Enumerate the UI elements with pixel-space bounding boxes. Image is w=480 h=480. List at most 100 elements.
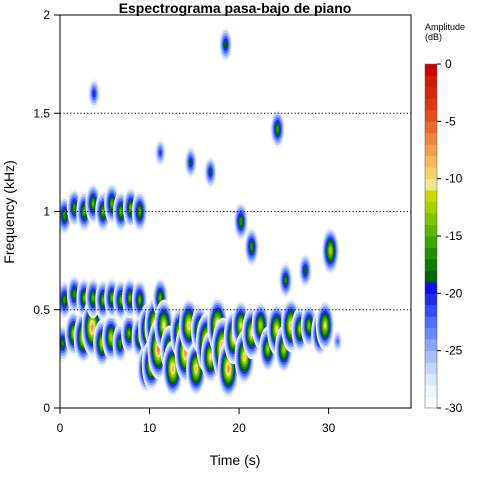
colorbar-swatch — [425, 396, 437, 409]
spectrogram-blob — [131, 191, 148, 232]
spectrogram-contour — [275, 325, 279, 334]
spectrogram-contour — [239, 217, 243, 226]
reference-lines — [60, 112, 411, 311]
spectrogram-blob — [217, 339, 239, 398]
spectrogram-contour — [189, 159, 192, 166]
colorbar-swatch — [425, 132, 437, 145]
spectrogram-contour — [72, 203, 76, 212]
spectrogram-contour — [110, 295, 113, 301]
y-axis: 0 0.5 1 1.5 2 — [33, 8, 60, 415]
colorbar-swatch — [425, 167, 437, 180]
spectrogram-contour — [119, 208, 122, 215]
colorbar-swatch — [425, 247, 437, 260]
spectrogram-blob — [88, 78, 100, 109]
x-tick-label: 20 — [232, 421, 246, 435]
spectrogram-contour — [92, 295, 95, 301]
colorbar-swatch — [425, 190, 437, 202]
spectrogram-contour — [266, 346, 269, 352]
spectrogram-blob — [244, 227, 260, 266]
spectrogram-contour — [102, 297, 104, 303]
spectrogram-contour — [209, 169, 212, 175]
spectrogram-contour — [224, 40, 228, 49]
colorbar-tick-label: -20 — [445, 286, 463, 300]
spectrogram-blob — [204, 156, 217, 188]
spectrogram-contour — [299, 326, 301, 332]
spectrogram-contour — [171, 365, 175, 373]
spectrogram-contour — [92, 89, 96, 98]
colorbar-swatch — [425, 270, 437, 283]
colorbar-swatch — [425, 155, 437, 168]
spectrogram-contour — [127, 330, 130, 336]
spectrogram-contour — [109, 333, 113, 341]
colorbar-tick-label: -30 — [445, 401, 463, 415]
colorbar-tick-label: 0 — [445, 57, 452, 71]
colorbar-swatch — [425, 121, 437, 134]
y-tick-label: 2 — [43, 8, 50, 22]
spectrogram-blob — [154, 139, 166, 167]
colorbar-title-line1: Amplitude — [425, 22, 465, 32]
colorbar-swatch — [425, 178, 437, 191]
colorbar-swatch — [425, 281, 437, 294]
x-axis: 0 10 20 30 — [57, 408, 336, 435]
spectrogram-contour — [243, 354, 246, 360]
spectrogram-contour — [282, 345, 286, 353]
spectrogram-contour — [91, 325, 94, 330]
colorbar-swatch — [425, 86, 437, 99]
spectrogram-blob — [321, 227, 340, 275]
spectrogram-contour — [290, 323, 292, 328]
spectrogram-contour — [336, 338, 339, 345]
spectrogram-blob — [154, 299, 174, 352]
colorbar-swatch — [425, 75, 437, 88]
colorbar: 0 -5 -10 -15 -20 -25 -30 — [424, 57, 463, 415]
spectrogram-contour — [324, 323, 326, 328]
spectrogram-contour — [259, 321, 262, 330]
colorbar-swatch — [425, 201, 437, 214]
colorbar-title-line2: (dB) — [425, 32, 442, 42]
colorbar-tick-label: -10 — [445, 172, 463, 186]
colorbar-tick-label: -25 — [445, 344, 463, 358]
colorbar-swatch — [425, 373, 437, 386]
spectrogram-contour — [250, 243, 254, 251]
spectrogram-blob — [233, 202, 249, 241]
x-axis-label: Time (s) — [210, 452, 261, 468]
colorbar-swatch — [425, 236, 437, 248]
spectrogram-contour — [92, 201, 95, 207]
colorbar-swatch — [425, 213, 437, 225]
spectrogram-contour — [118, 339, 122, 347]
colorbar-swatch — [425, 304, 437, 317]
colorbar-swatch — [425, 64, 437, 76]
spectrogram-contour — [276, 125, 280, 133]
spectrogram-contour — [307, 321, 311, 330]
spectrogram-contour — [128, 295, 131, 301]
colorbar-swatch — [425, 109, 437, 122]
y-tick-label: 0.5 — [33, 303, 50, 317]
spectrogram-contour — [138, 297, 141, 303]
spectrogram-contour — [83, 295, 86, 301]
spectrogram-contour — [62, 296, 66, 304]
spectrogram-blob — [184, 146, 198, 179]
spectrogram-contour — [129, 205, 132, 211]
spectrogram-contour — [209, 353, 212, 361]
colorbar-swatch — [425, 224, 437, 237]
spectrogram-contour — [239, 323, 242, 328]
spectrogram-blob — [332, 329, 343, 353]
spectrogram-blob — [66, 274, 82, 314]
spectrogram-contour — [159, 149, 162, 156]
spectrogram-contour — [62, 211, 66, 220]
colorbar-swatch — [425, 316, 437, 329]
colorbar-swatch — [425, 258, 437, 271]
colorbar-swatch — [425, 98, 437, 111]
spectrogram-contour — [119, 297, 122, 303]
colorbar-swatch — [425, 362, 437, 374]
colorbar-swatch — [425, 339, 437, 352]
colorbar-swatch — [425, 350, 437, 363]
x-tick-label: 10 — [143, 421, 157, 435]
spectrogram-contour — [195, 366, 198, 372]
spectrogram-contour — [184, 350, 187, 356]
y-tick-label: 1 — [43, 205, 50, 219]
spectrogram-blob — [270, 109, 285, 149]
spectrogram-contour — [227, 366, 230, 372]
spectrogram-contour — [61, 340, 64, 346]
spectrogram-contour — [102, 208, 104, 215]
